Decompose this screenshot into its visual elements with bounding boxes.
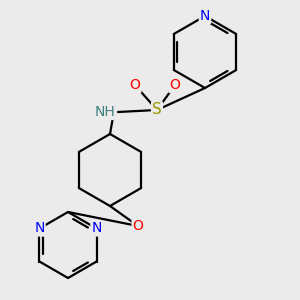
Text: O: O: [133, 219, 143, 233]
Text: NH: NH: [94, 105, 116, 119]
Text: N: N: [34, 221, 45, 236]
Text: O: O: [130, 78, 140, 92]
Text: N: N: [92, 221, 102, 236]
Text: O: O: [169, 78, 180, 92]
Text: S: S: [152, 103, 162, 118]
Text: N: N: [200, 9, 210, 23]
